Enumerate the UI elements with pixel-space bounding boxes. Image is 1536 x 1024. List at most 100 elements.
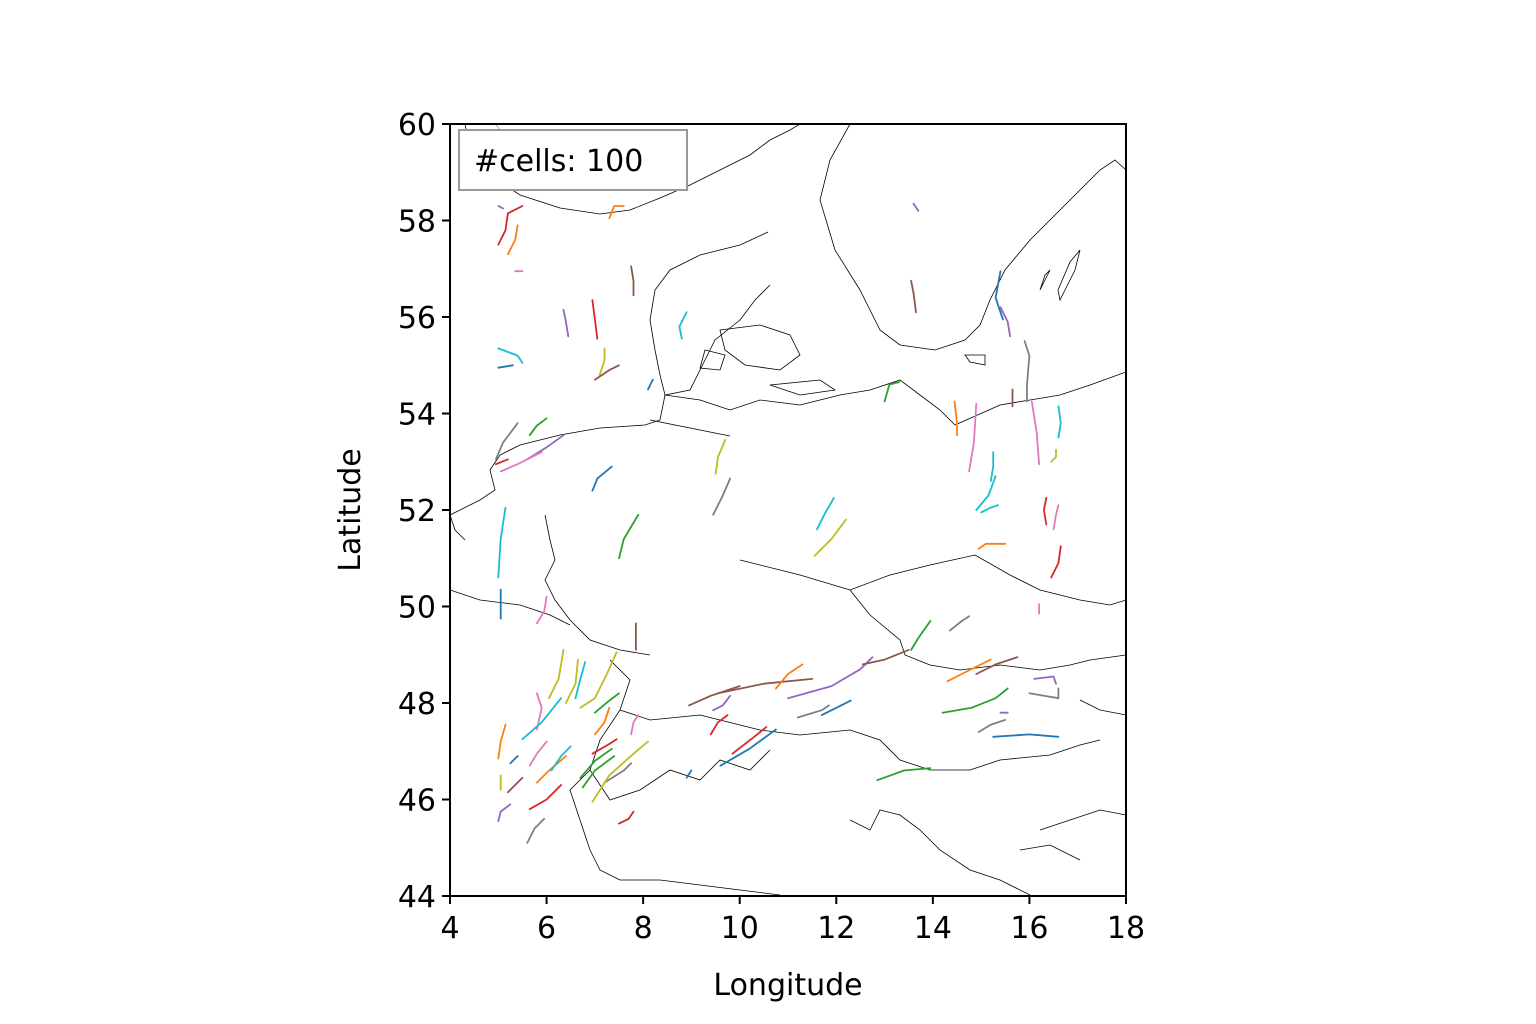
cell-track xyxy=(528,740,548,767)
cell-track xyxy=(630,714,640,736)
cell-track xyxy=(494,422,519,461)
cell-track xyxy=(883,381,900,403)
cell-track xyxy=(618,513,640,560)
x-tick-label: 14 xyxy=(914,911,952,946)
cell-track xyxy=(719,728,777,767)
cell-track xyxy=(581,755,616,789)
cell-track xyxy=(594,692,620,714)
cell-track xyxy=(536,755,567,784)
basemap xyxy=(450,124,1126,896)
cell-track xyxy=(550,745,572,772)
cell-track xyxy=(989,451,995,482)
cell-track xyxy=(816,496,835,531)
cell-track xyxy=(941,687,1009,714)
y-tick-label: 46 xyxy=(398,784,436,819)
x-tick-label: 10 xyxy=(721,911,759,946)
cell-track xyxy=(591,738,618,755)
cell-track xyxy=(579,651,618,709)
cell-track xyxy=(975,475,997,511)
cell-track xyxy=(591,740,649,803)
tracks-layer xyxy=(494,202,1062,844)
cell-track xyxy=(714,439,727,475)
legend-text: #cells: 100 xyxy=(474,144,643,179)
cell-track xyxy=(497,205,524,246)
cell-track xyxy=(948,615,970,632)
cell-track xyxy=(497,506,507,579)
x-tick-label: 8 xyxy=(634,911,653,946)
cell-track xyxy=(977,719,1007,733)
cell-track xyxy=(591,299,599,340)
cell-track xyxy=(678,311,688,340)
y-tick-label: 54 xyxy=(398,398,436,433)
cell-track xyxy=(1028,687,1060,700)
cell-track xyxy=(813,518,847,557)
cell-track xyxy=(598,347,606,376)
cell-track xyxy=(647,378,654,391)
cell-track xyxy=(497,347,524,364)
cell-track xyxy=(591,465,613,492)
cell-track xyxy=(562,308,570,338)
cell-track xyxy=(594,364,620,381)
cell-track xyxy=(603,762,632,784)
x-tick-label: 18 xyxy=(1107,911,1145,946)
cell-track xyxy=(499,451,543,473)
cell-track xyxy=(1030,400,1040,466)
y-tick-label: 60 xyxy=(398,108,436,143)
cell-track xyxy=(509,755,519,765)
cell-track xyxy=(618,810,635,825)
cell-track xyxy=(497,205,505,210)
x-axis: 4 6 8 10 12 14 16 18 xyxy=(440,896,1145,946)
cell-track xyxy=(975,656,1019,675)
cell-track xyxy=(521,697,562,741)
cell-track xyxy=(977,542,1007,550)
y-tick-label: 50 xyxy=(398,591,436,626)
cell-track xyxy=(528,417,548,437)
cell-track xyxy=(796,704,830,719)
cell-track xyxy=(506,776,524,794)
cell-track xyxy=(536,692,543,731)
cell-track xyxy=(1057,405,1062,439)
cell-track xyxy=(1050,448,1057,463)
cell-track xyxy=(820,699,852,716)
cell-track xyxy=(910,279,917,314)
y-axis: 44 46 48 50 52 54 56 58 60 xyxy=(398,108,450,915)
legend-box xyxy=(458,129,688,191)
y-tick-label: 52 xyxy=(398,494,436,529)
cell-track xyxy=(528,784,562,811)
y-tick-label: 48 xyxy=(398,687,436,722)
cell-track xyxy=(594,706,611,736)
cell-track xyxy=(861,649,910,666)
cell-track xyxy=(1052,504,1060,531)
cell-track xyxy=(980,504,999,514)
cell-track xyxy=(630,265,635,297)
y-tick-label: 56 xyxy=(398,301,436,336)
y-axis-label: Latitude xyxy=(333,448,368,571)
x-tick-label: 6 xyxy=(537,911,556,946)
cell-track xyxy=(910,620,932,651)
legend: #cells: 100 xyxy=(458,129,688,191)
cell-track xyxy=(876,767,932,782)
cell-track xyxy=(608,205,625,220)
cell-track xyxy=(992,733,1060,738)
x-tick-label: 16 xyxy=(1010,911,1048,946)
y-tick-label: 44 xyxy=(398,880,436,915)
cell-track xyxy=(574,661,587,700)
cell-track xyxy=(565,658,579,704)
cell-track xyxy=(953,400,958,437)
cell-track xyxy=(999,306,1011,338)
cell-track xyxy=(536,595,548,625)
cell-track xyxy=(506,224,519,256)
cell-track xyxy=(712,694,731,712)
cell-track xyxy=(775,663,804,690)
cell-track xyxy=(497,803,512,823)
cell-track xyxy=(946,658,992,683)
cell-track xyxy=(1033,675,1057,685)
cell-track xyxy=(526,817,546,844)
cell-track xyxy=(1023,340,1031,403)
x-tick-label: 12 xyxy=(817,911,855,946)
cell-track xyxy=(579,747,613,779)
cell-track xyxy=(717,678,813,695)
cell-track xyxy=(685,769,693,779)
